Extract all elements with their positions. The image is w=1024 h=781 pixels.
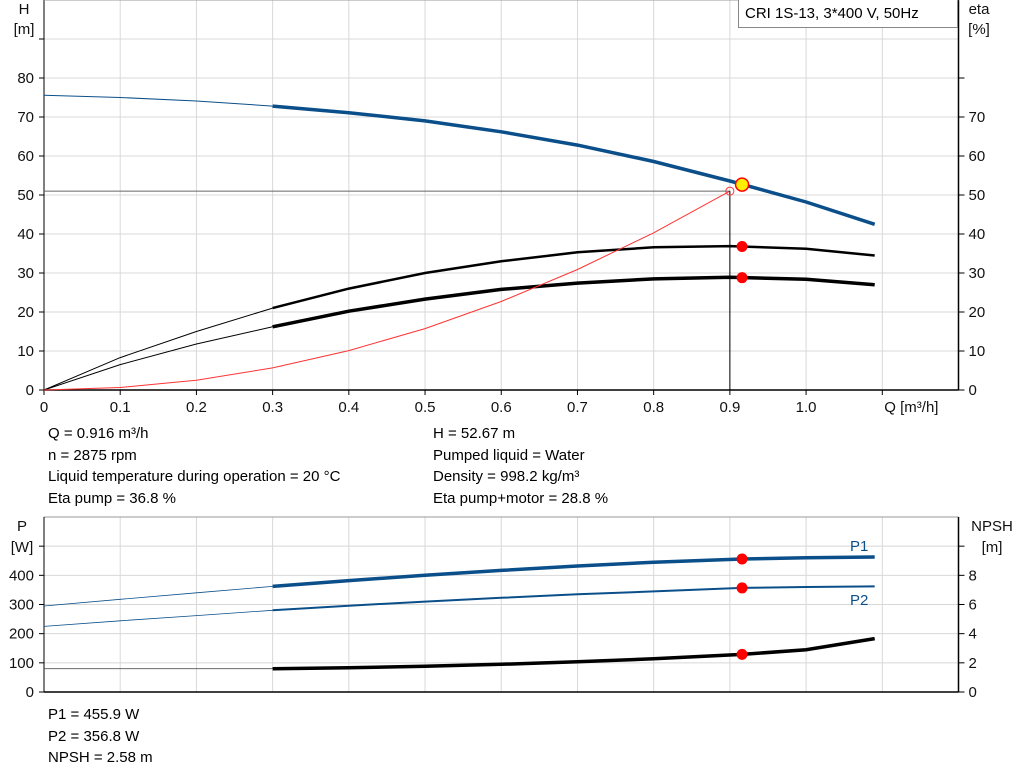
p1-marker (736, 553, 748, 565)
y-tick-label-right: 40 (969, 226, 986, 243)
y-tick-label-right: 8 (969, 567, 977, 584)
y-tick-label-left: 30 (17, 265, 34, 282)
y-tick-label-right: 30 (969, 265, 986, 282)
info-eta-pump-motor: Eta pump+motor = 28.8 % (433, 489, 609, 507)
y-axis-label-left: H (19, 1, 30, 18)
chart-legend: CRI 1S-13, 3*400 V, 50Hz (738, 0, 958, 28)
p1-curve (272, 555, 875, 589)
y-axis-unit-left: [W] (11, 539, 34, 556)
info-density: Density = 998.2 kg/m³ (433, 468, 580, 485)
H-curve (272, 104, 876, 226)
p2-curve-extrapolated (43, 609, 273, 627)
x-tick-label: 0.7 (567, 399, 588, 416)
x-tick-label: 0 (40, 399, 48, 416)
p2-curve (272, 585, 875, 612)
y-tick-label-right: 70 (969, 109, 986, 126)
y-tick-label-left: 80 (17, 70, 34, 87)
H-curve-extrapolated (43, 94, 273, 107)
info-pumped-liquid: Pumped liquid = Water (433, 446, 585, 464)
y-tick-label-left: 200 (9, 626, 34, 643)
y-tick-label-right: 0 (969, 684, 977, 701)
p1-series-label: P1 (850, 538, 868, 555)
eta-pump-motor-marker (736, 272, 748, 284)
x-axis-label: Q [m³/h] (884, 399, 938, 416)
info-top-left: Q = 0.916 m³/h n = 2875 rpm Liquid tempe… (48, 423, 340, 509)
x-tick-label: 0.5 (415, 399, 436, 416)
info-top-right: H = 52.67 m Pumped liquid = Water Densit… (433, 423, 608, 509)
info-eta-pump: Eta pump = 36.8 % (48, 489, 176, 507)
system-curve (43, 190, 731, 391)
info-p1: P1 = 455.9 W (48, 706, 140, 723)
info-q: Q = 0.916 m³/h (48, 425, 149, 442)
x-tick-label: 0.8 (643, 399, 664, 416)
x-tick-label: 0.1 (110, 399, 131, 416)
npsh-marker (736, 648, 748, 660)
y-tick-label-right: 60 (969, 148, 986, 165)
x-tick-label: 0.6 (491, 399, 512, 416)
y-tick-label-right: 20 (969, 304, 986, 321)
info-head: H = 52.67 m (433, 425, 516, 442)
y-axis-unit-right: [m] (982, 539, 1003, 556)
duty-point-marker (725, 186, 735, 196)
y-tick-label-left: 400 (9, 567, 34, 584)
x-tick-label: 0.9 (719, 399, 740, 416)
y-tick-label-right: 0 (969, 382, 977, 399)
info-speed: n = 2875 rpm (48, 446, 137, 464)
eta-pump-curve (272, 244, 875, 310)
info-npsh: NPSH = 2.58 m (48, 749, 153, 766)
y-axis-unit-right: [%] (968, 21, 990, 38)
p2-marker (736, 582, 748, 594)
y-tick-label-right: 50 (969, 187, 986, 204)
y-tick-label-left: 60 (17, 148, 34, 165)
y-tick-label-left: 300 (9, 597, 34, 614)
y-axis-label-right: NPSH (971, 518, 1013, 535)
y-tick-label-right: 2 (969, 655, 977, 672)
x-tick-label: 1.0 (796, 399, 817, 416)
y-tick-label-right: 6 (969, 597, 977, 614)
y-tick-label-right: 4 (969, 626, 977, 643)
y-tick-label-left: 50 (17, 187, 34, 204)
operating-point-marker (734, 177, 750, 192)
eta-pump-marker (736, 240, 748, 252)
eta-pump-motor-curve (272, 275, 875, 329)
eta-pump-motor-curve-extrapolated (43, 326, 273, 391)
x-tick-label: 0.2 (186, 399, 207, 416)
x-tick-label: 0.4 (338, 399, 359, 416)
y-tick-label-left: 100 (9, 655, 34, 672)
npsh-curve (272, 636, 875, 671)
eta-pump-curve-extrapolated (43, 307, 273, 391)
info-bottom: P1 = 455.9 W P2 = 356.8 W NPSH = 2.58 m (48, 704, 153, 769)
p1-curve-extrapolated (43, 586, 273, 607)
p2-series-label: P2 (850, 592, 868, 609)
y-tick-label-left: 40 (17, 226, 34, 243)
y-tick-label-left: 70 (17, 109, 34, 126)
x-tick-label: 0.3 (262, 399, 283, 416)
y-tick-label-left: 0 (26, 684, 34, 701)
y-tick-label-left: 20 (17, 304, 34, 321)
info-p2: P2 = 356.8 W (48, 727, 140, 745)
y-tick-label-left: 10 (17, 343, 34, 360)
y-tick-label-left: 0 (26, 382, 34, 399)
y-axis-label-left: P (17, 518, 27, 535)
y-axis-unit-left: [m] (14, 21, 35, 38)
y-axis-label-right: eta (969, 1, 991, 18)
info-liquid-temp: Liquid temperature during operation = 20… (48, 468, 341, 485)
y-tick-label-right: 10 (969, 343, 986, 360)
